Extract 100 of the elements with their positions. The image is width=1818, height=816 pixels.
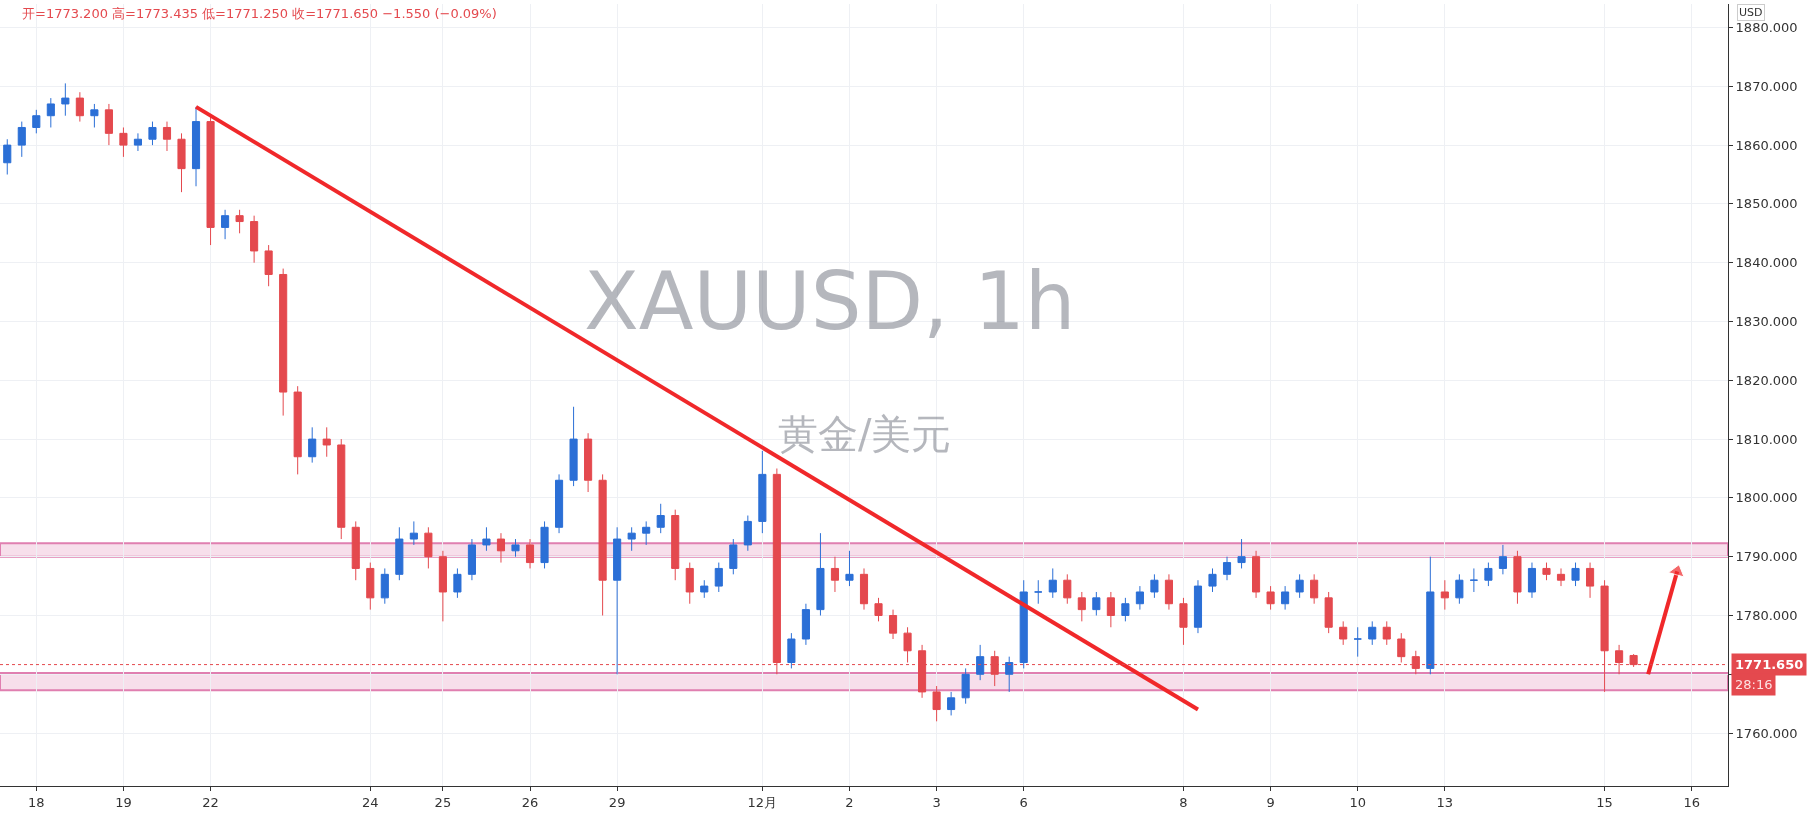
candlestick — [1513, 550, 1522, 605]
candlestick — [1222, 556, 1232, 581]
candlestick — [1019, 579, 1028, 669]
candlestick — [380, 567, 389, 605]
candlestick — [1527, 562, 1537, 599]
candlestick — [1382, 620, 1391, 646]
candlestick — [976, 644, 985, 681]
candlestick — [584, 432, 593, 493]
candlestick — [1542, 562, 1551, 581]
candlestick — [1484, 562, 1493, 587]
text: 黄金/美元 — [778, 411, 952, 457]
candlestick — [1063, 573, 1072, 605]
candlestick — [729, 538, 738, 575]
annotation: 开=1773.200 高=1773.435 低=1771.250 收=1771.650 −1.550 (−0.09%) — [22, 6, 497, 21]
candlestick — [395, 526, 404, 581]
candlestick — [1295, 573, 1304, 599]
candlestick — [351, 520, 360, 581]
x-tick-label: 18 — [28, 794, 45, 810]
x-tick-label: 2 — [845, 794, 854, 810]
candlestick — [671, 509, 680, 581]
candlestick — [46, 97, 55, 128]
candlestick — [859, 567, 869, 611]
candlestick — [525, 538, 535, 569]
candlestick — [90, 103, 99, 128]
candlestick — [148, 121, 157, 146]
candlestick — [1077, 591, 1086, 622]
candlestick — [1281, 585, 1290, 611]
ref-line-label: 1771.650 — [1735, 657, 1804, 672]
candlestick — [540, 520, 549, 569]
candlestick — [874, 597, 883, 622]
candlestick — [1266, 585, 1275, 611]
y-tick-label: 1850.000 — [1735, 196, 1798, 212]
candlestick — [337, 438, 346, 540]
candlestick — [1353, 626, 1362, 658]
candlestick — [1106, 591, 1115, 628]
candlestick — [656, 503, 665, 534]
candlestick — [758, 450, 767, 534]
x-tick-label: 13 — [1436, 794, 1454, 810]
x-tick-label: 3 — [932, 794, 941, 810]
y-tick-label: 1810.000 — [1735, 431, 1798, 447]
candlestick — [1368, 620, 1377, 646]
candlestick — [700, 579, 709, 599]
candlestick — [438, 550, 447, 622]
candlestick — [1571, 562, 1580, 587]
candlestick — [1121, 597, 1130, 622]
y-tick-label: 1780.000 — [1735, 608, 1798, 624]
candlestick — [1150, 573, 1159, 599]
candlestick — [830, 556, 840, 593]
candlestick — [75, 91, 84, 123]
x-tick-label: 16 — [1683, 794, 1700, 810]
candlestick — [308, 426, 317, 464]
text: 28:16 — [1735, 677, 1773, 692]
candlestick — [1005, 656, 1014, 693]
candlestick — [1193, 579, 1203, 634]
x-tick-label: 24 — [362, 794, 379, 810]
x-tick-label: 22 — [202, 794, 219, 810]
candlestick — [1208, 567, 1217, 593]
candlestick — [206, 115, 215, 246]
candlestick — [555, 473, 564, 534]
candlestick — [467, 538, 476, 581]
candlestick — [627, 526, 636, 552]
candlestick — [1092, 591, 1101, 616]
candlestick — [1498, 544, 1507, 575]
candlestick — [424, 526, 433, 569]
candlestick — [293, 385, 302, 475]
candlestick — [642, 520, 651, 546]
candlestick — [279, 268, 288, 417]
candlestick — [1324, 591, 1333, 634]
candlestick — [496, 532, 506, 564]
candlestick — [1179, 597, 1188, 646]
text: USD — [1739, 6, 1763, 19]
candlestick — [1426, 556, 1435, 675]
y-tick-label: 1880.000 — [1735, 20, 1798, 36]
candlestick — [104, 103, 113, 146]
candlestick — [453, 567, 462, 599]
candlestick — [932, 685, 941, 722]
candlestick — [947, 691, 956, 716]
candlestick — [845, 550, 854, 587]
candlestick — [888, 609, 898, 640]
x-tick-label: 6 — [1019, 794, 1028, 810]
candlestick — [409, 520, 418, 546]
candlestick — [61, 82, 70, 117]
candlestick — [322, 426, 331, 458]
candlestick — [598, 473, 607, 616]
candlestick — [1585, 562, 1595, 599]
x-tick-label: 29 — [608, 794, 626, 810]
candlestick — [1440, 579, 1449, 611]
candlestick — [366, 562, 375, 611]
x-tick-label: 10 — [1349, 794, 1366, 810]
y-tick-label: 1870.000 — [1735, 78, 1798, 94]
candlestick — [221, 209, 230, 240]
y-tick-label: 1860.000 — [1735, 137, 1798, 153]
y-tick-label: 1790.000 — [1735, 549, 1798, 565]
candlestick — [1556, 567, 1566, 587]
candlestick — [32, 109, 41, 134]
candlestick — [1164, 573, 1173, 611]
y-tick-label: 1830.000 — [1735, 314, 1798, 330]
candlestick — [191, 106, 201, 187]
candlestick — [235, 209, 244, 234]
candlestick — [1135, 585, 1144, 611]
